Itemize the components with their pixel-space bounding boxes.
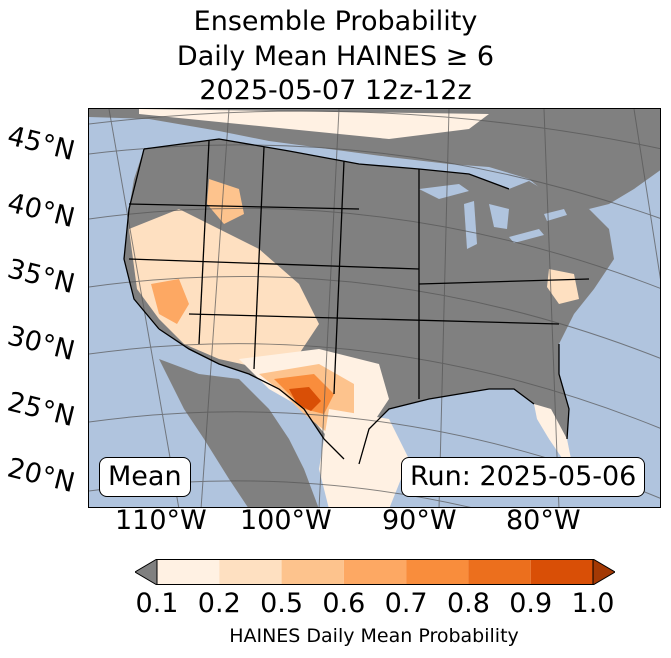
shade-texas-max [289,387,321,411]
border-eastern-tier [418,278,590,285]
lat-label-20: 20°N [4,452,78,500]
colorbar-bin [468,559,531,585]
border-western-states [198,140,210,345]
great-lakes [419,184,567,249]
lake-michigan [464,201,477,249]
colorbar-bin [281,559,344,585]
colorbar-label: HAINES Daily Mean Probability [229,625,519,647]
colorbar-tick-label: 0.2 [197,588,241,619]
border-northern-tier [128,203,360,210]
coastline-west [123,148,160,330]
florida [534,404,571,461]
border-plains-states [333,160,345,395]
lon-label-100: 100°W [240,505,332,536]
border-mexico [158,328,345,460]
colorbar-bin [157,559,220,585]
lon-label-110: 110°W [115,505,207,536]
border-central-tier [128,258,420,270]
shade-canada [139,109,489,139]
title-line-3: 2025-05-07 12z-12z [199,75,472,106]
colorbar-over-arrow [592,559,615,585]
gridline-lat-50 [89,110,660,150]
lat-label-25: 25°N [4,386,78,434]
border-mountain-states [253,146,265,370]
colorbar-tick-label: 1.0 [571,588,615,619]
gridline-lon-80 [543,109,560,507]
gridline-lon-110 [200,109,230,507]
colorbar-frame [156,559,594,585]
run-label-box: Run: 2025-05-06 [401,457,646,497]
mean-label-box: Mean [99,457,191,497]
colorbar-tick-label: 0.1 [135,588,179,619]
border-southern-tier [188,313,560,325]
lon-label-90: 90°W [382,505,457,536]
coastline-southeast [558,344,570,440]
lake-superior [419,184,469,199]
mexico-land [159,359,319,507]
lat-label-45: 45°N [4,120,78,168]
border-canada [143,138,510,190]
coastline-gulf [358,388,535,465]
gridline-lat-30 [89,343,660,429]
shade-mexico-gulf [319,409,409,507]
gridline-lat-45 [89,144,660,219]
colorbar-tick-label: 0.8 [446,588,490,619]
colorbar-under-arrow [135,559,158,585]
lat-label-30: 30°N [4,320,78,368]
lake-erie [509,229,544,243]
gridline-lat-35 [89,276,660,359]
colorbar-bin [406,559,469,585]
state-borders [123,138,590,465]
canada-land [89,109,660,209]
probability-shading [129,109,579,507]
title-line-2: Daily Mean HAINES ≥ 6 [176,41,495,72]
gridline-lon-90 [438,109,450,507]
shade-west-low [129,209,319,369]
lat-label-40: 40°N [4,187,78,235]
colorbar-bin [219,559,282,585]
colorbar-tick-label: 0.5 [260,588,304,619]
colorbar-tick-label: 0.9 [509,588,553,619]
title-line-1: Ensemble Probability [193,6,478,37]
gridline-lon-120 [108,109,180,507]
usa-land [124,139,614,464]
lake-ontario [544,209,567,221]
map-panel: Mean Run: 2025-05-06 [88,108,661,508]
colorbar-bin [530,559,593,585]
shade-virginia [547,269,579,304]
gridline-lon-100 [318,109,340,507]
lat-label-35: 35°N [4,253,78,301]
colorbar-tick-label: 0.6 [322,588,366,619]
lon-label-80: 80°W [506,505,581,536]
colorbar-tick-label: 0.7 [384,588,428,619]
shade-nevada [151,279,189,324]
colorbar [135,559,615,585]
map-svg [89,109,660,507]
lake-huron [489,204,509,229]
gridline-lon-70 [633,109,660,280]
shade-idaho [207,179,244,224]
colorbar-bin [343,559,407,585]
gridline-lat-40 [89,207,660,289]
